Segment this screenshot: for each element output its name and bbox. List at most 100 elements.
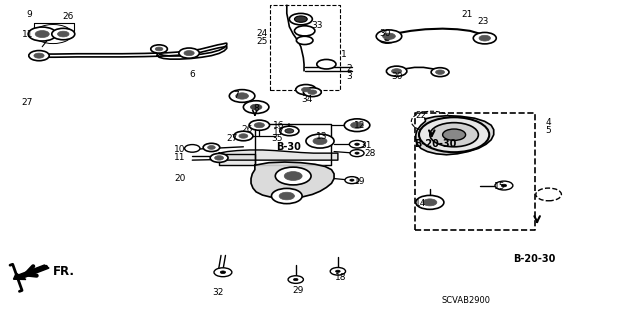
Text: 19: 19 — [354, 177, 365, 186]
Circle shape — [479, 35, 490, 41]
Circle shape — [495, 181, 513, 190]
Text: 16: 16 — [273, 121, 284, 130]
Text: 9: 9 — [26, 11, 32, 19]
Text: 7: 7 — [233, 92, 239, 100]
Circle shape — [156, 47, 163, 51]
Circle shape — [293, 278, 298, 281]
Circle shape — [416, 196, 444, 209]
Polygon shape — [219, 154, 255, 165]
Circle shape — [536, 188, 561, 201]
Circle shape — [184, 145, 200, 152]
Text: 35: 35 — [271, 134, 282, 143]
Circle shape — [473, 33, 496, 44]
Circle shape — [351, 122, 364, 128]
Text: 3: 3 — [346, 72, 351, 81]
Text: 8: 8 — [253, 104, 259, 113]
Text: 31: 31 — [360, 141, 372, 150]
Text: 25: 25 — [256, 38, 268, 47]
Text: 27: 27 — [22, 98, 33, 107]
Circle shape — [430, 123, 478, 147]
Circle shape — [350, 150, 364, 157]
Circle shape — [234, 131, 253, 141]
Text: SCVAB2900: SCVAB2900 — [441, 296, 490, 305]
Circle shape — [271, 189, 302, 204]
Text: 29: 29 — [292, 286, 303, 295]
Circle shape — [392, 69, 402, 74]
Circle shape — [239, 134, 248, 138]
Text: B-20-30: B-20-30 — [513, 254, 555, 263]
Circle shape — [385, 38, 389, 41]
Text: 2: 2 — [346, 64, 351, 73]
Circle shape — [301, 87, 310, 92]
Circle shape — [207, 145, 215, 149]
Text: 27: 27 — [226, 134, 237, 143]
Circle shape — [214, 268, 232, 277]
Polygon shape — [219, 150, 338, 160]
Circle shape — [501, 184, 507, 187]
Text: 34: 34 — [301, 95, 313, 104]
Circle shape — [203, 143, 220, 152]
Circle shape — [285, 129, 294, 133]
Text: 20: 20 — [175, 174, 186, 183]
Circle shape — [250, 104, 262, 110]
Text: 18: 18 — [335, 272, 346, 281]
Circle shape — [296, 36, 313, 45]
Text: 4: 4 — [546, 117, 552, 127]
Circle shape — [210, 153, 228, 162]
Text: 17: 17 — [273, 128, 284, 137]
Circle shape — [249, 120, 269, 130]
Text: 33: 33 — [311, 21, 323, 30]
Circle shape — [229, 90, 255, 102]
Circle shape — [29, 50, 49, 61]
Text: 21: 21 — [461, 10, 472, 19]
Text: 11: 11 — [22, 30, 33, 39]
Text: 15: 15 — [494, 182, 506, 191]
Text: 10: 10 — [174, 145, 186, 154]
Circle shape — [383, 33, 396, 40]
Circle shape — [345, 177, 359, 184]
Circle shape — [296, 85, 316, 95]
Circle shape — [350, 179, 354, 181]
Circle shape — [349, 140, 365, 148]
Text: 32: 32 — [212, 288, 223, 297]
Text: 13: 13 — [316, 132, 327, 141]
Polygon shape — [251, 162, 334, 198]
Circle shape — [280, 126, 299, 136]
Circle shape — [236, 93, 248, 99]
Circle shape — [151, 45, 168, 53]
Circle shape — [220, 271, 226, 274]
Circle shape — [184, 50, 194, 56]
Circle shape — [317, 59, 336, 69]
Circle shape — [313, 137, 327, 145]
Text: 5: 5 — [546, 126, 552, 135]
Text: 14: 14 — [415, 199, 427, 208]
Text: 23: 23 — [477, 17, 488, 26]
Circle shape — [335, 270, 340, 272]
Circle shape — [288, 276, 303, 283]
Text: 11: 11 — [174, 153, 186, 162]
Circle shape — [214, 156, 223, 160]
Circle shape — [436, 70, 445, 74]
Circle shape — [34, 53, 44, 58]
Circle shape — [279, 192, 294, 200]
Circle shape — [243, 101, 269, 114]
Circle shape — [431, 68, 449, 77]
Circle shape — [52, 28, 75, 40]
Text: 28: 28 — [364, 149, 376, 158]
Circle shape — [380, 36, 395, 43]
Circle shape — [35, 31, 49, 38]
Circle shape — [294, 16, 307, 22]
Circle shape — [387, 66, 407, 76]
Circle shape — [28, 27, 56, 41]
Circle shape — [355, 143, 359, 145]
Text: B-30: B-30 — [276, 142, 301, 152]
Polygon shape — [416, 116, 493, 155]
Circle shape — [355, 152, 359, 154]
Text: 30: 30 — [391, 72, 403, 81]
Text: 26: 26 — [62, 12, 74, 21]
Circle shape — [58, 31, 69, 37]
Text: B-20-30: B-20-30 — [414, 139, 456, 149]
Circle shape — [284, 172, 302, 181]
Text: 1: 1 — [341, 50, 347, 59]
Text: 24: 24 — [257, 29, 268, 38]
